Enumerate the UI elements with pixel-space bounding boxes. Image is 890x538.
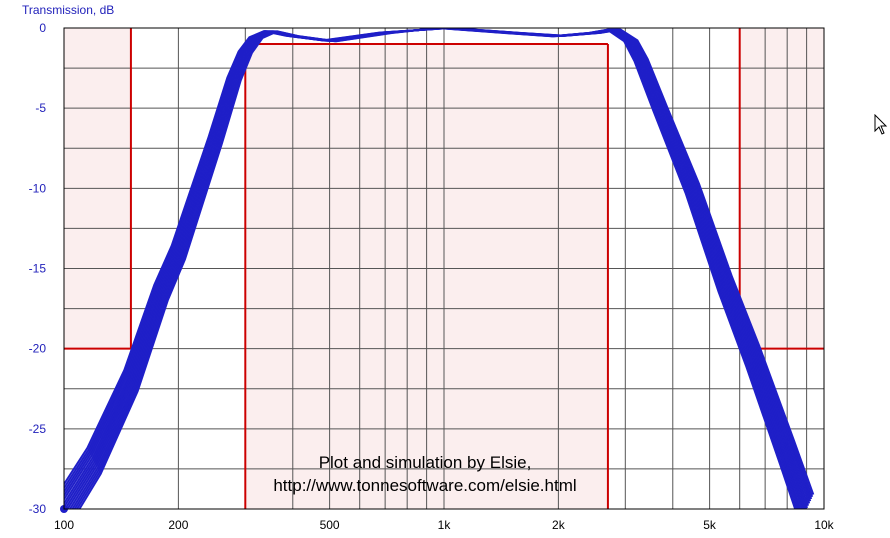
grid-lines bbox=[64, 28, 824, 509]
plot-frame bbox=[63, 27, 825, 510]
y-tick-label: -20 bbox=[29, 342, 47, 356]
y-axis-ticks: 0 -5 -10 -15 -20 -25 -30 bbox=[29, 21, 47, 516]
y-tick-label: -10 bbox=[29, 181, 47, 195]
y-tick-label: -5 bbox=[35, 101, 46, 115]
y-tick-label: -15 bbox=[29, 262, 47, 276]
mouse-pointer-icon bbox=[874, 114, 888, 135]
x-axis-ticks: 100 200 500 1k 2k 5k 10k bbox=[54, 518, 835, 532]
transmission-curve bbox=[78, 28, 797, 509]
x-tick-label: 5k bbox=[703, 518, 717, 532]
x-tick-label: 2k bbox=[552, 518, 566, 532]
transmission-curves bbox=[60, 28, 815, 513]
x-tick-label: 10k bbox=[814, 518, 834, 532]
y-axis-label: Transmission, dB bbox=[22, 3, 114, 17]
y-tick-label: 0 bbox=[39, 21, 46, 35]
x-tick-label: 500 bbox=[320, 518, 340, 532]
y-tick-label: -30 bbox=[29, 502, 47, 516]
credit-line-2: http://www.tonnesoftware.com/elsie.html bbox=[273, 476, 576, 495]
x-tick-label: 200 bbox=[168, 518, 188, 532]
credit-line-1: Plot and simulation by Elsie, bbox=[319, 453, 532, 472]
x-tick-label: 1k bbox=[438, 518, 452, 532]
y-tick-label: -25 bbox=[29, 422, 47, 436]
spec-mask-lines bbox=[64, 28, 824, 509]
x-tick-label: 100 bbox=[54, 518, 74, 532]
